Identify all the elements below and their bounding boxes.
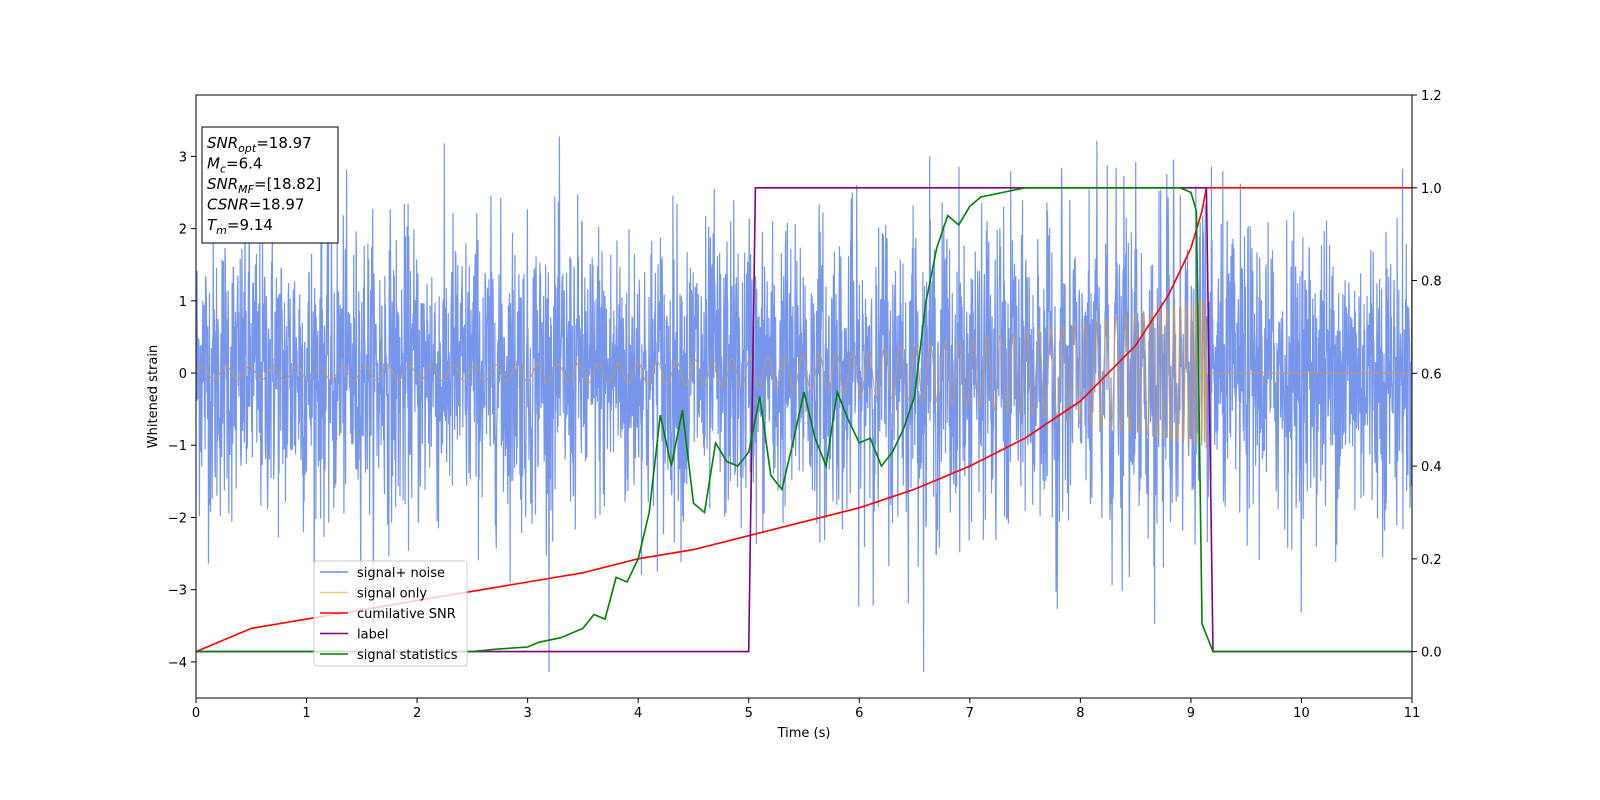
y-tick-label: 2 <box>179 223 187 238</box>
x-tick-label: 4 <box>634 706 642 721</box>
x-tick-label: 7 <box>966 706 974 721</box>
x-axis-label: Time (s) <box>777 726 831 741</box>
x-tick-label: 9 <box>1187 706 1195 721</box>
y-tick-label: −3 <box>168 584 187 599</box>
x-tick-label: 8 <box>1076 706 1084 721</box>
annotation-line: Tm=9.14 <box>207 216 273 237</box>
y-tick-label: −2 <box>168 511 187 526</box>
x-tick-label: 3 <box>523 706 531 721</box>
y-axis-left: −4 −3 −2 −1 0 1 2 3 <box>168 150 196 671</box>
y-axis-label: Whitened strain <box>146 345 161 448</box>
y2-tick-label: 0.4 <box>1421 460 1442 475</box>
annotation-line: Mc=6.4 <box>207 155 262 176</box>
legend-frame <box>313 560 468 667</box>
y2-tick-label: 1.0 <box>1421 182 1442 197</box>
annotation-frame <box>201 126 339 244</box>
y-tick-label: −1 <box>168 439 187 454</box>
x-tick-label: 1 <box>302 706 310 721</box>
legend-entry: signal+ noise <box>357 566 445 581</box>
y2-tick-label: 0.6 <box>1421 367 1442 382</box>
y2-tick-label: 0.2 <box>1421 553 1442 568</box>
y-tick-label: −4 <box>168 656 187 671</box>
y-tick-label: 1 <box>179 295 187 310</box>
annotation-box: SNRopt=18.97Mc=6.4SNRMF=[18.82]CSNR=18.9… <box>201 126 339 244</box>
legend-entry: cumilative SNR <box>357 607 456 622</box>
y-tick-label: 3 <box>179 150 187 165</box>
y-axis-right: 0.0 0.2 0.4 0.6 0.8 1.0 1.2 <box>1412 89 1442 661</box>
x-tick-label: 0 <box>192 706 200 721</box>
legend-entry: label <box>357 628 388 643</box>
x-tick-label: 2 <box>413 706 421 721</box>
y2-tick-label: 1.2 <box>1421 89 1442 104</box>
x-tick-label: 11 <box>1404 706 1421 721</box>
x-tick-label: 6 <box>855 706 863 721</box>
y2-tick-label: 0.8 <box>1421 275 1442 290</box>
x-tick-label: 5 <box>745 706 753 721</box>
annotation-line: CSNR=18.97 <box>207 196 304 214</box>
y-tick-label: 0 <box>179 367 187 382</box>
annotation-line: SNRopt=18.97 <box>207 134 312 155</box>
legend: signal+ noise signal only cumilative SNR la… <box>313 560 468 667</box>
axes-frame <box>195 94 1413 699</box>
legend-entry: signal only <box>357 587 427 602</box>
legend-entry: signal statistics <box>357 648 458 663</box>
annotation-line: SNRMF=[18.82] <box>207 175 321 196</box>
x-tick-label: 10 <box>1293 706 1310 721</box>
x-axis: 0 1 2 3 4 5 6 7 8 9 10 11 <box>192 698 1420 721</box>
y2-tick-label: 0.0 <box>1421 646 1442 661</box>
series-signal-statistics <box>196 187 1412 653</box>
